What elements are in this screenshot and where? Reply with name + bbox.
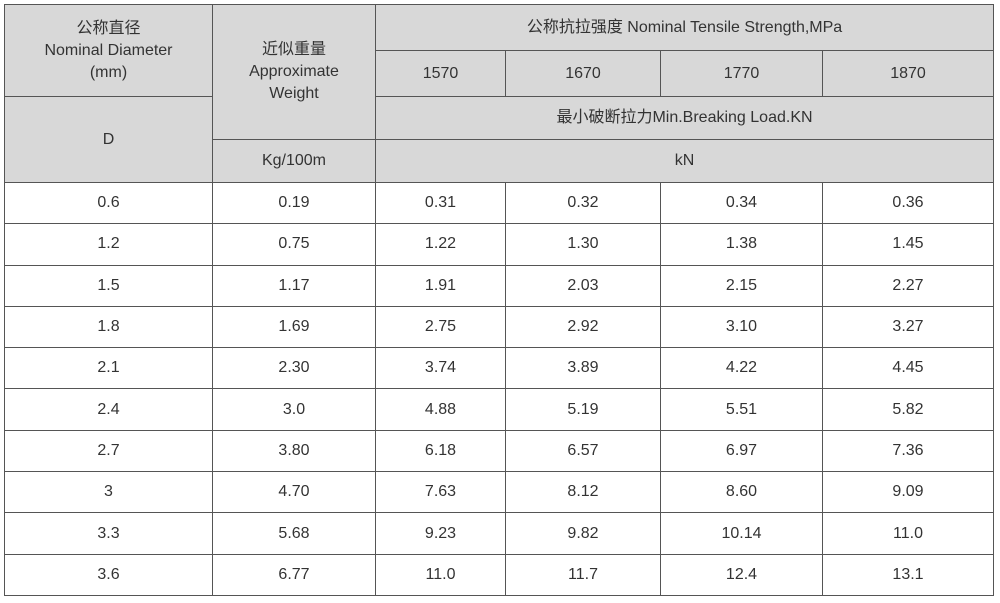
cell: 6.97 <box>660 429 823 473</box>
cell: 3.89 <box>505 347 661 390</box>
cell: 1.5 <box>4 264 213 307</box>
data-row: 2.4 3.0 4.88 5.19 5.51 5.82 <box>4 388 994 431</box>
d-header: D <box>4 96 213 183</box>
cell: 4.22 <box>660 347 823 390</box>
cell: 3.6 <box>4 553 213 596</box>
cell: 4.70 <box>212 471 376 514</box>
cell: 3.27 <box>822 305 994 349</box>
cell: 3.10 <box>660 305 823 349</box>
cell: 4.45 <box>822 347 994 390</box>
cell: 0.36 <box>822 181 994 225</box>
header-line: Nominal Diameter <box>44 41 173 59</box>
header-row: D 最小破断拉力Min.Breaking Load.KN <box>4 96 994 183</box>
cell: 2.27 <box>822 264 994 307</box>
cell: 5.51 <box>660 388 823 431</box>
cell: 2.30 <box>212 347 376 390</box>
data-row: 1.2 0.75 1.22 1.30 1.38 1.45 <box>4 223 994 266</box>
cell: 0.19 <box>212 181 376 225</box>
cell: 5.82 <box>822 388 994 431</box>
cell: 1.17 <box>212 264 376 307</box>
cell: 1.38 <box>660 223 823 266</box>
cell: 0.32 <box>505 181 661 225</box>
cell: 9.82 <box>505 512 661 555</box>
cell: 1.69 <box>212 305 376 349</box>
cell: 11.7 <box>505 553 661 596</box>
cell: 2.7 <box>4 429 213 473</box>
weight-header: 近似重量 Approximate Weight <box>212 4 376 140</box>
cell: 5.19 <box>505 388 661 431</box>
cell: 11.0 <box>375 553 506 596</box>
cell: 2.15 <box>660 264 823 307</box>
load-unit: kN <box>375 139 994 183</box>
weight-unit: Kg/100m <box>212 139 376 183</box>
cell: 13.1 <box>822 553 994 596</box>
cell: 2.75 <box>375 305 506 349</box>
header-line: Approximate <box>249 63 339 80</box>
data-row: 2.1 2.30 3.74 3.89 4.22 4.45 <box>4 347 994 390</box>
diameter-header: 公称直径 Nominal Diameter (mm) <box>4 4 213 97</box>
cell: 3.0 <box>212 388 376 431</box>
cell: 8.12 <box>505 471 661 514</box>
data-row: 3 4.70 7.63 8.12 8.60 9.09 <box>4 471 994 514</box>
table-body: 公称直径 Nominal Diameter (mm) 近似重量 Approxim… <box>4 4 994 596</box>
cell: 6.18 <box>375 429 506 473</box>
cell: 1.91 <box>375 264 506 307</box>
cell: 9.23 <box>375 512 506 555</box>
cell: 7.63 <box>375 471 506 514</box>
cell: 1.22 <box>375 223 506 266</box>
header-row: 1570 1670 1770 1870 <box>5 50 994 97</box>
cell: 10.14 <box>660 512 823 555</box>
cell: 3 <box>4 471 213 514</box>
header-line: 公称直径 <box>76 19 141 37</box>
cell: 6.57 <box>505 429 661 473</box>
header-row: Kg/100m kN <box>5 139 994 183</box>
cell: 8.60 <box>660 471 823 514</box>
cell: 0.6 <box>4 181 213 225</box>
cell: 6.77 <box>212 553 376 596</box>
header-line: (mm) <box>89 63 128 81</box>
header-line: Weight <box>269 85 319 102</box>
cell: 1.8 <box>4 305 213 349</box>
cell: 3.74 <box>375 347 506 390</box>
cell: 2.4 <box>4 388 213 431</box>
load-header: 最小破断拉力Min.Breaking Load.KN <box>375 96 994 140</box>
data-row: 1.5 1.17 1.91 2.03 2.15 2.27 <box>4 264 994 307</box>
cell: 4.88 <box>375 388 506 431</box>
cell: 12.4 <box>660 553 823 596</box>
header-row: 公称直径 Nominal Diameter (mm) 近似重量 Approxim… <box>4 4 994 140</box>
cell: 2.1 <box>4 347 213 390</box>
cell: 1.2 <box>4 223 213 266</box>
grade: 1870 <box>822 50 994 97</box>
cell: 5.68 <box>212 512 376 555</box>
data-row: 0.6 0.19 0.31 0.32 0.34 0.36 <box>4 181 994 225</box>
cell: 7.36 <box>822 429 994 473</box>
cell: 3.3 <box>4 512 213 555</box>
header-line: 近似重量 <box>261 41 326 58</box>
cell: 2.92 <box>505 305 661 349</box>
data-row: 2.7 3.80 6.18 6.57 6.97 7.36 <box>4 429 994 473</box>
data-row: 3.6 6.77 11.0 11.7 12.4 13.1 <box>4 553 994 596</box>
grade: 1670 <box>505 50 661 97</box>
cell: 3.80 <box>212 429 376 473</box>
cell: 0.34 <box>660 181 823 225</box>
cell: 0.31 <box>375 181 506 225</box>
strength-header: 公称抗拉强度 Nominal Tensile Strength,MPa <box>375 4 994 51</box>
grade: 1570 <box>375 50 506 97</box>
cell: 1.30 <box>505 223 661 266</box>
grade: 1770 <box>660 50 823 97</box>
cell: 9.09 <box>822 471 994 514</box>
strength-table: 公称直径 Nominal Diameter (mm) 近似重量 Approxim… <box>4 4 994 596</box>
cell: 0.75 <box>212 223 376 266</box>
data-row: 1.8 1.69 2.75 2.92 3.10 3.27 <box>4 305 994 349</box>
cell: 1.45 <box>822 223 994 266</box>
cell: 2.03 <box>505 264 661 307</box>
data-row: 3.3 5.68 9.23 9.82 10.14 11.0 <box>4 512 994 555</box>
cell: 11.0 <box>822 512 994 555</box>
